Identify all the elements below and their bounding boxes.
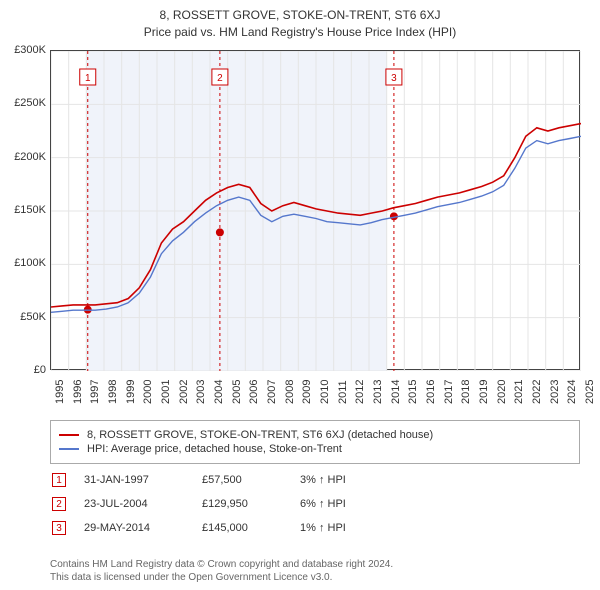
event-date-2: 23-JUL-2004 [84,498,184,510]
x-tick-label: 1995 [54,390,66,404]
x-tick-label: 2024 [566,390,578,404]
x-tick-label: 2014 [390,390,402,404]
legend-swatch-property [59,434,79,436]
x-tick-label: 2000 [142,390,154,404]
y-tick-label: £100K [2,257,46,269]
x-tick-label: 2004 [213,390,225,404]
attribution: Contains HM Land Registry data © Crown c… [50,558,580,584]
x-tick-label: 2019 [478,390,490,404]
y-tick-label: £150K [2,204,46,216]
svg-text:2: 2 [217,73,223,84]
y-tick-label: £300K [2,44,46,56]
x-tick-label: 2006 [248,390,260,404]
x-tick-label: 2001 [160,390,172,404]
events-table: 1 31-JAN-1997 £57,500 3% ↑ HPI 2 23-JUL-… [50,468,580,540]
x-tick-label: 2005 [231,390,243,404]
event-price-1: £57,500 [202,474,282,486]
legend-box: 8, ROSSETT GROVE, STOKE-ON-TRENT, ST6 6X… [50,420,580,464]
attribution-line-1: Contains HM Land Registry data © Crown c… [50,558,580,571]
x-tick-label: 2018 [460,390,472,404]
x-tick-label: 2012 [354,390,366,404]
event-row-3: 3 29-MAY-2014 £145,000 1% ↑ HPI [50,516,580,540]
x-tick-label: 2017 [443,390,455,404]
x-tick-label: 2022 [531,390,543,404]
svg-text:1: 1 [85,73,91,84]
event-pct-1: 3% ↑ HPI [300,474,400,486]
x-tick-label: 2025 [584,390,596,404]
x-tick-label: 2007 [266,390,278,404]
legend-swatch-hpi [59,448,79,450]
y-tick-label: £0 [2,364,46,376]
x-tick-label: 2010 [319,390,331,404]
event-date-1: 31-JAN-1997 [84,474,184,486]
event-row-1: 1 31-JAN-1997 £57,500 3% ↑ HPI [50,468,580,492]
x-tick-label: 2021 [513,390,525,404]
legend-item-property: 8, ROSSETT GROVE, STOKE-ON-TRENT, ST6 6X… [59,429,571,441]
x-tick-label: 2008 [284,390,296,404]
x-tick-label: 1996 [72,390,84,404]
event-date-3: 29-MAY-2014 [84,522,184,534]
event-marker-1: 1 [52,473,66,487]
x-tick-label: 2013 [372,390,384,404]
x-tick-label: 2023 [549,390,561,404]
event-marker-3: 3 [52,521,66,535]
x-tick-label: 2002 [178,390,190,404]
svg-text:3: 3 [391,73,397,84]
event-row-2: 2 23-JUL-2004 £129,950 6% ↑ HPI [50,492,580,516]
chart-title: 8, ROSSETT GROVE, STOKE-ON-TRENT, ST6 6X… [0,0,600,22]
legend-label-property: 8, ROSSETT GROVE, STOKE-ON-TRENT, ST6 6X… [87,429,433,441]
x-tick-label: 1998 [107,390,119,404]
attribution-line-2: This data is licensed under the Open Gov… [50,571,580,584]
x-tick-label: 1997 [89,390,101,404]
y-tick-label: £250K [2,97,46,109]
x-tick-label: 2011 [337,390,349,404]
legend-item-hpi: HPI: Average price, detached house, Stok… [59,443,571,455]
plot-area: 1 2 3 [50,50,580,370]
event-pct-2: 6% ↑ HPI [300,498,400,510]
event-price-2: £129,950 [202,498,282,510]
x-tick-label: 2003 [195,390,207,404]
x-tick-label: 2016 [425,390,437,404]
x-tick-label: 2009 [301,390,313,404]
chart-svg: 1 2 3 [51,51,581,371]
x-tick-label: 2015 [407,390,419,404]
y-tick-label: £200K [2,151,46,163]
event-price-3: £145,000 [202,522,282,534]
y-tick-label: £50K [2,311,46,323]
event-marker-2: 2 [52,497,66,511]
x-tick-label: 1999 [125,390,137,404]
chart-container: 8, ROSSETT GROVE, STOKE-ON-TRENT, ST6 6X… [0,0,600,590]
x-tick-label: 2020 [496,390,508,404]
event-pct-3: 1% ↑ HPI [300,522,400,534]
legend-label-hpi: HPI: Average price, detached house, Stok… [87,443,342,455]
chart-subtitle: Price paid vs. HM Land Registry's House … [0,22,600,45]
